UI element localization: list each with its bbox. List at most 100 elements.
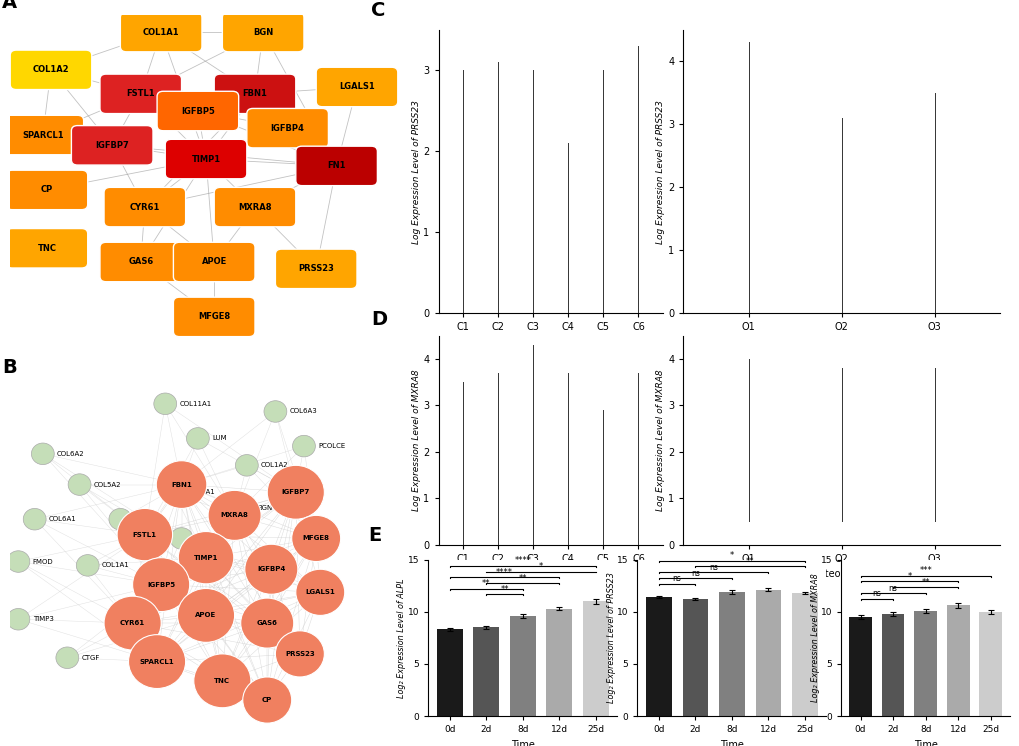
Circle shape xyxy=(156,461,207,509)
Text: COL1A2: COL1A2 xyxy=(261,463,288,468)
FancyBboxPatch shape xyxy=(165,140,247,179)
Circle shape xyxy=(267,466,324,519)
Text: **: ** xyxy=(482,580,490,589)
Bar xyxy=(583,601,608,716)
Text: SPARCL1: SPARCL1 xyxy=(140,659,174,665)
Text: FSTL1: FSTL1 xyxy=(126,90,155,98)
Circle shape xyxy=(275,631,324,677)
Text: SPARC: SPARC xyxy=(196,536,217,542)
Y-axis label: Log₂ Expression Level of MXRA8: Log₂ Expression Level of MXRA8 xyxy=(810,574,819,702)
Bar xyxy=(946,606,969,716)
Text: **: ** xyxy=(518,574,527,583)
Circle shape xyxy=(264,401,286,422)
FancyBboxPatch shape xyxy=(214,187,296,227)
X-axis label: Osteoblasts: Osteoblasts xyxy=(812,569,869,579)
Circle shape xyxy=(128,635,185,689)
Circle shape xyxy=(231,497,254,518)
Text: *: * xyxy=(906,572,911,581)
Text: E: E xyxy=(368,526,381,545)
Text: IGFBP4: IGFBP4 xyxy=(257,566,285,572)
Text: D: D xyxy=(371,310,387,329)
Text: COL6A2: COL6A2 xyxy=(57,451,85,457)
Circle shape xyxy=(109,509,131,530)
X-axis label: Osteoblasts: Osteoblasts xyxy=(812,338,869,348)
FancyBboxPatch shape xyxy=(296,146,377,186)
Text: ns: ns xyxy=(888,583,897,592)
Y-axis label: Log₂ Expression Level of PRSS23: Log₂ Expression Level of PRSS23 xyxy=(606,572,615,703)
Circle shape xyxy=(178,532,233,584)
Circle shape xyxy=(7,551,30,572)
Text: IGFBP5: IGFBP5 xyxy=(147,582,175,588)
Bar xyxy=(755,590,781,716)
Circle shape xyxy=(243,677,291,723)
Text: TIMP1: TIMP1 xyxy=(194,555,218,561)
FancyBboxPatch shape xyxy=(6,228,88,268)
Text: ***: *** xyxy=(918,566,931,575)
FancyBboxPatch shape xyxy=(120,13,202,51)
Text: TIMP1: TIMP1 xyxy=(192,154,220,163)
FancyBboxPatch shape xyxy=(173,297,255,336)
Text: C: C xyxy=(371,1,385,19)
Text: GAS6: GAS6 xyxy=(257,620,277,626)
Text: APOE: APOE xyxy=(202,257,226,266)
Text: IGFBP7: IGFBP7 xyxy=(281,489,310,495)
Circle shape xyxy=(104,596,161,650)
Text: PRSS23: PRSS23 xyxy=(284,651,315,657)
Text: IGFBP4: IGFBP4 xyxy=(270,124,305,133)
FancyBboxPatch shape xyxy=(222,13,304,51)
Text: MXRA8: MXRA8 xyxy=(220,513,249,518)
Text: FBN1: FBN1 xyxy=(171,482,192,488)
X-axis label: Time: Time xyxy=(913,740,936,746)
Text: GAS6: GAS6 xyxy=(128,257,153,266)
Text: COL11A1: COL11A1 xyxy=(179,401,212,407)
Text: **: ** xyxy=(499,585,508,594)
Circle shape xyxy=(117,509,172,561)
Text: CP: CP xyxy=(41,186,53,195)
Circle shape xyxy=(68,474,91,495)
Text: DCN: DCN xyxy=(135,516,150,522)
X-axis label: Time: Time xyxy=(511,740,534,746)
Y-axis label: Log₂ Expression Level of ALPL: Log₂ Expression Level of ALPL xyxy=(397,578,407,698)
Text: ns: ns xyxy=(708,562,717,572)
Text: COL1A1: COL1A1 xyxy=(102,562,129,568)
FancyBboxPatch shape xyxy=(173,242,255,282)
Bar xyxy=(880,614,904,716)
Text: TIMP3: TIMP3 xyxy=(33,616,53,622)
Text: COL6A3: COL6A3 xyxy=(289,409,317,415)
Text: PCOLCE: PCOLCE xyxy=(318,443,345,449)
Text: FBN1: FBN1 xyxy=(243,90,267,98)
Circle shape xyxy=(296,569,344,615)
Text: *: * xyxy=(538,562,542,571)
Text: ns: ns xyxy=(871,589,880,598)
FancyBboxPatch shape xyxy=(71,125,153,165)
Text: ns: ns xyxy=(672,574,681,583)
Text: TNC: TNC xyxy=(214,678,230,684)
Text: SPARCL1: SPARCL1 xyxy=(22,131,63,140)
Circle shape xyxy=(132,558,190,612)
FancyBboxPatch shape xyxy=(100,242,181,282)
Text: ****: **** xyxy=(514,557,531,565)
Text: IGFBP7: IGFBP7 xyxy=(95,141,129,150)
Bar xyxy=(849,617,871,716)
Text: FN1: FN1 xyxy=(327,161,345,170)
X-axis label: Time: Time xyxy=(719,740,743,746)
Text: COL3A1: COL3A1 xyxy=(187,489,215,495)
Text: **: ** xyxy=(920,577,929,587)
Y-axis label: Log Expression Level of MXRA8: Log Expression Level of MXRA8 xyxy=(655,369,664,511)
FancyBboxPatch shape xyxy=(100,74,181,113)
Text: *: * xyxy=(729,551,734,560)
Bar xyxy=(546,609,572,716)
Circle shape xyxy=(32,443,54,465)
Y-axis label: Log Expression Level of PRSS23: Log Expression Level of PRSS23 xyxy=(655,100,664,243)
Text: CYR61: CYR61 xyxy=(129,203,160,212)
FancyBboxPatch shape xyxy=(316,67,397,107)
Text: COL1A2: COL1A2 xyxy=(33,66,69,75)
Text: CP: CP xyxy=(262,697,272,703)
Text: ****: **** xyxy=(495,568,513,577)
Text: PRSS23: PRSS23 xyxy=(298,264,334,273)
Circle shape xyxy=(194,654,251,708)
Text: IGFBP5: IGFBP5 xyxy=(180,107,215,116)
Circle shape xyxy=(7,609,30,630)
Circle shape xyxy=(245,545,298,595)
Circle shape xyxy=(208,490,261,540)
